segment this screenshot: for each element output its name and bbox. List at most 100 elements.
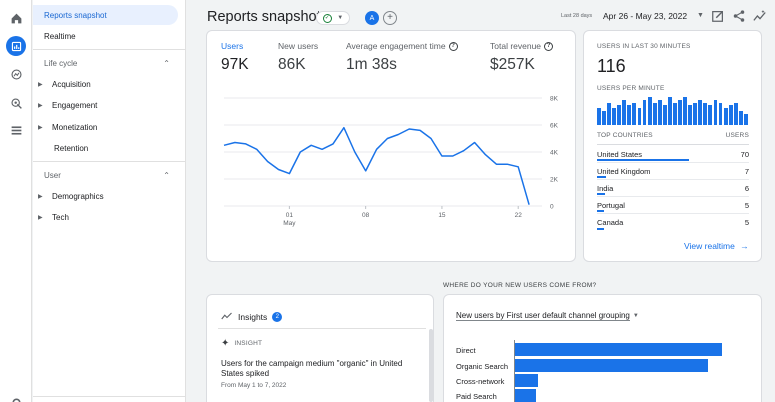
help-icon[interactable]: ? — [448, 41, 458, 51]
metric-total-revenue[interactable]: Total revenue? $257K — [490, 41, 554, 74]
reports-icon[interactable] — [6, 36, 26, 56]
per-minute-bar[interactable] — [693, 102, 698, 125]
nav-realtime[interactable]: Realtime — [33, 26, 178, 46]
insights-scrollbar[interactable] — [429, 329, 433, 402]
status-dropdown[interactable]: ✓ ▼ — [316, 11, 350, 25]
country-row[interactable]: United Kingdom 7 — [597, 163, 749, 180]
nav-engagement[interactable]: ▶ Engagement — [33, 95, 178, 115]
caret-right-icon: ▶ — [38, 81, 43, 88]
country-row[interactable]: Portugal 5 — [597, 197, 749, 214]
per-minute-bar[interactable] — [612, 108, 617, 125]
insight-tag: INSIGHT — [234, 340, 263, 347]
per-minute-bar[interactable] — [602, 111, 606, 125]
y-tick-label: 6K — [550, 123, 559, 130]
per-minute-bar[interactable] — [673, 102, 677, 125]
insight-text[interactable]: Users for the campaign medium "organic" … — [221, 359, 403, 378]
per-minute-bar[interactable] — [738, 111, 743, 125]
country-row[interactable]: Canada 5 — [597, 214, 749, 231]
nav-reports-snapshot[interactable]: Reports snapshot — [33, 5, 178, 25]
x-tick-label: 01 — [286, 212, 294, 219]
insights-count-badge: 2 — [272, 312, 283, 322]
metric-engagement-time[interactable]: Average engagement time? 1m 38s — [346, 41, 458, 74]
nav-monetization[interactable]: ▶ Monetization — [33, 117, 178, 137]
metric-value: $257K — [490, 56, 535, 73]
country-value: 70 — [740, 150, 749, 159]
country-name: Portugal — [597, 201, 625, 210]
metric-label: Average engagement time — [346, 41, 446, 51]
chevron-up-icon: ⌃ — [163, 58, 170, 68]
metric-label-row: Average engagement time? — [346, 41, 458, 51]
section-title: WHERE DO YOUR NEW USERS COME FROM? — [443, 282, 597, 289]
per-minute-bar[interactable] — [698, 99, 703, 125]
per-minute-bar[interactable] — [657, 99, 662, 125]
per-minute-bar-chart — [597, 97, 749, 125]
per-minute-bar[interactable] — [637, 108, 642, 125]
advertising-icon[interactable] — [6, 93, 26, 113]
per-minute-bar[interactable] — [642, 99, 647, 125]
per-minute-bar[interactable] — [667, 97, 672, 125]
per-minute-bar[interactable] — [743, 113, 748, 125]
insights-trend-icon[interactable] — [753, 9, 767, 23]
comparison-avatar[interactable]: A — [365, 11, 379, 25]
channel-bar[interactable] — [515, 389, 536, 402]
per-minute-bar[interactable] — [617, 105, 622, 125]
metric-new-users[interactable]: New users 86K — [278, 41, 318, 74]
country-name: United States — [597, 150, 643, 159]
channel-label: Paid Search — [456, 392, 497, 401]
nav-tech-label: Tech — [52, 212, 69, 222]
nav-retention-label: Retention — [54, 143, 89, 153]
caret-down-icon: ▼ — [337, 15, 344, 21]
share-icon[interactable] — [732, 9, 746, 23]
per-minute-bar[interactable] — [662, 105, 667, 125]
per-minute-bar[interactable] — [723, 108, 728, 125]
per-minute-bar[interactable] — [627, 105, 632, 125]
realtime-users-label: USERS IN LAST 30 MINUTES — [597, 43, 691, 50]
explore-icon[interactable] — [6, 64, 26, 84]
nav-section-user[interactable]: User ⌃ — [33, 165, 178, 185]
nav-retention[interactable]: Retention — [33, 138, 178, 158]
nav-tech[interactable]: ▶ Tech — [33, 207, 178, 227]
per-minute-bar[interactable] — [678, 99, 682, 125]
channel-bar[interactable] — [515, 359, 708, 372]
metric-value: 86K — [278, 56, 306, 73]
add-comparison-button[interactable]: + — [383, 11, 397, 25]
per-minute-bar[interactable] — [597, 108, 601, 125]
per-minute-bar[interactable] — [607, 102, 611, 125]
per-minute-bar[interactable] — [683, 97, 687, 125]
home-icon[interactable] — [6, 8, 26, 28]
nav-acquisition[interactable]: ▶ Acquisition — [33, 74, 178, 94]
nav-demographics[interactable]: ▶ Demographics — [33, 186, 178, 206]
per-minute-bar[interactable] — [728, 105, 733, 125]
per-minute-bar[interactable] — [688, 105, 693, 125]
per-minute-bar[interactable] — [652, 102, 657, 125]
per-minute-bar[interactable] — [703, 102, 708, 125]
country-row[interactable]: India 6 — [597, 180, 749, 197]
channel-bar[interactable] — [515, 374, 538, 387]
view-realtime-link[interactable]: View realtime → — [684, 241, 749, 251]
nav-section-user-label: User — [44, 170, 61, 180]
channel-bar[interactable] — [515, 343, 722, 356]
settings-icon[interactable] — [6, 392, 26, 402]
per-minute-bar[interactable] — [713, 99, 718, 125]
metric-users[interactable]: Users 97K — [221, 41, 249, 74]
nav-section-lifecycle[interactable]: Life cycle ⌃ — [33, 53, 178, 73]
date-range-picker[interactable]: Apr 26 - May 23, 2022 — [603, 11, 688, 21]
nav-acquisition-label: Acquisition — [52, 79, 91, 89]
country-bar — [597, 176, 607, 178]
per-minute-bar[interactable] — [708, 105, 713, 125]
per-minute-bar[interactable] — [622, 99, 627, 125]
per-minute-bar[interactable] — [647, 97, 652, 125]
metric-value: 97K — [221, 56, 249, 73]
per-minute-bar[interactable] — [718, 102, 723, 125]
insight-tag-row: ✦ INSIGHT — [221, 338, 262, 349]
x-tick-label: 08 — [362, 212, 370, 219]
caret-right-icon: ▶ — [38, 124, 43, 131]
configure-icon[interactable] — [6, 120, 26, 140]
caret-down-icon[interactable]: ▼ — [697, 12, 704, 19]
channel-grouping-dropdown[interactable]: New users by First user default channel … — [456, 311, 639, 321]
per-minute-bar[interactable] — [733, 102, 738, 125]
per-minute-bar[interactable] — [632, 102, 637, 125]
help-icon[interactable]: ? — [544, 41, 554, 51]
country-row[interactable]: United States 70 — [597, 146, 749, 163]
customize-report-icon[interactable] — [711, 9, 725, 23]
